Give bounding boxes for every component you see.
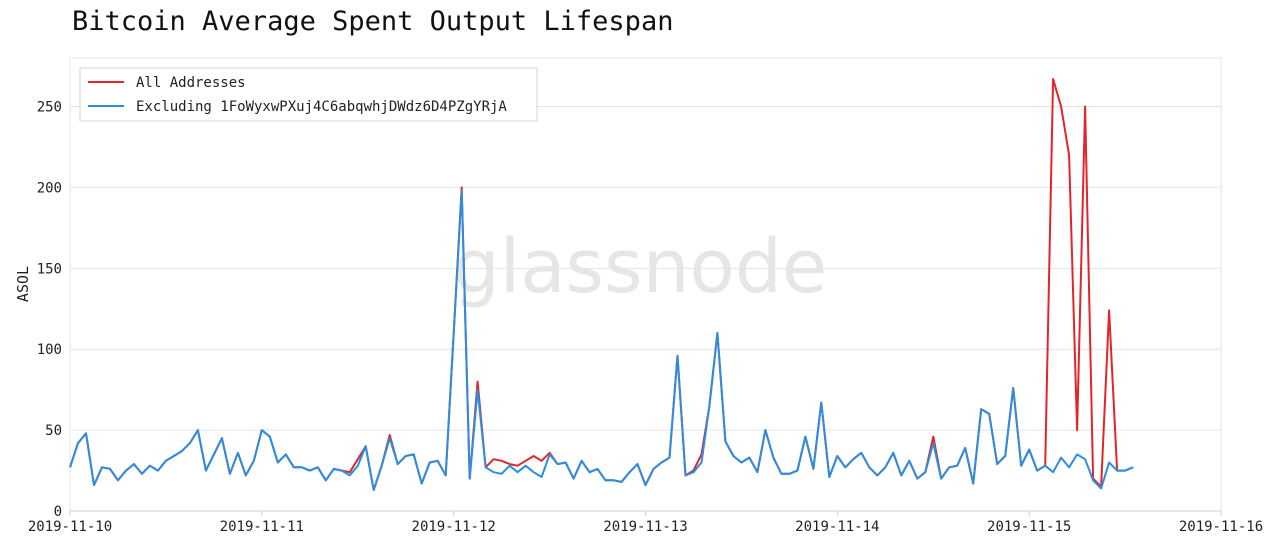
legend-label: Excluding 1FoWyxwPXuj4C6abqwhjDWdz6D4PZg… xyxy=(136,99,507,115)
x-tick-label: 2019-11-12 xyxy=(412,519,496,535)
legend: All Addresses Excluding 1FoWyxwPXuj4C6abq… xyxy=(79,67,538,122)
y-tick-label: 150 xyxy=(37,261,62,277)
x-tick-label: 2019-11-15 xyxy=(987,519,1071,535)
series-lines xyxy=(69,78,1134,491)
y-tick-label: 250 xyxy=(37,100,62,116)
legend-box xyxy=(79,67,538,122)
axes: 0 50 100 150 200 250 2019-11-10 2019-11-11 2019-… xyxy=(28,100,1263,535)
y-tick-label: 50 xyxy=(45,423,62,439)
x-tick-label: 2019-11-16 xyxy=(1179,519,1263,535)
x-tick-label: 2019-11-10 xyxy=(28,519,112,535)
legend-label: All Addresses xyxy=(136,75,246,91)
y-tick-label: 100 xyxy=(37,342,62,358)
series-line-2 xyxy=(69,189,1134,491)
x-tick-label: 2019-11-14 xyxy=(795,519,879,535)
x-tick-label: 2019-11-11 xyxy=(220,519,304,535)
chart-title: Bitcoin Average Spent Output Lifespan xyxy=(72,6,674,37)
x-tick-label: 2019-11-13 xyxy=(603,519,687,535)
y-axis-label: ASOL xyxy=(14,266,32,302)
y-tick-label: 200 xyxy=(37,180,62,196)
watermark-logo: glassnode xyxy=(453,224,828,310)
y-tick-label: 0 xyxy=(54,504,62,520)
